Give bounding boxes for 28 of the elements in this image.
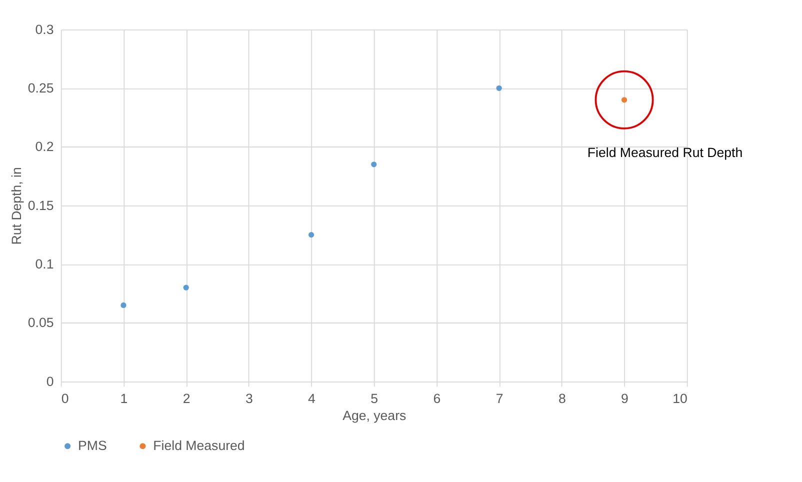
x-tick-label: 2 — [182, 390, 190, 406]
y-axis-title: Rut Depth, in — [9, 167, 24, 245]
x-tick-label: 7 — [496, 390, 504, 406]
legend-label: PMS — [78, 438, 107, 453]
y-tick-label: 0.3 — [35, 22, 54, 37]
y-tick-label: 0.25 — [28, 80, 54, 96]
annotation: Field Measured Rut Depth — [587, 144, 743, 160]
point — [308, 232, 314, 238]
y-tick-label: 0.1 — [35, 256, 54, 272]
x-tick-label: 5 — [370, 390, 378, 406]
point — [120, 302, 126, 308]
x-tick-label: 8 — [558, 390, 566, 406]
x-tick-label: 6 — [433, 390, 441, 406]
y-tick-label: 0.2 — [35, 139, 54, 154]
x-tick-label: 3 — [245, 390, 253, 406]
legend-label: Field Measured — [153, 438, 245, 453]
point — [183, 284, 189, 290]
x-tick-label: 10 — [672, 390, 688, 406]
point — [496, 85, 502, 91]
x-tick-label: 1 — [120, 390, 128, 406]
x-tick-label: 9 — [621, 390, 628, 406]
point — [371, 162, 377, 168]
x-tick-label: 4 — [308, 390, 316, 406]
y-tick-label: 0.05 — [28, 315, 54, 330]
y-tick-label: 0 — [46, 374, 54, 389]
x-tick-label: 0 — [61, 390, 69, 406]
y-tick-label: 0.15 — [28, 198, 54, 213]
x-axis-title: Age, years — [342, 408, 406, 424]
